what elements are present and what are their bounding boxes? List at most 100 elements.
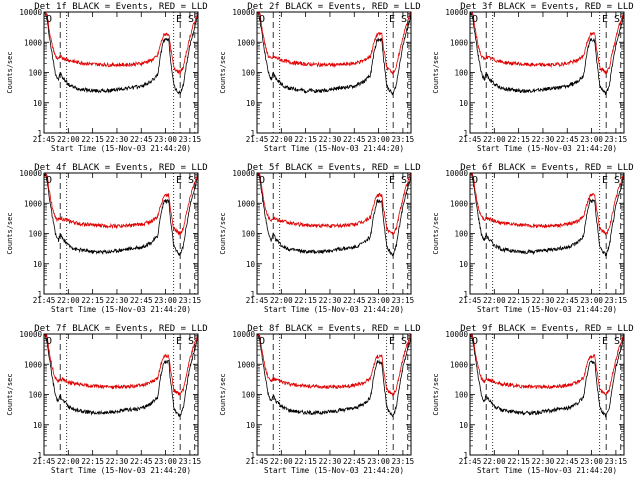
y-tick-label: 1 xyxy=(463,290,468,299)
series-lld xyxy=(257,12,411,75)
x-tick-label: 21:45 xyxy=(459,457,482,466)
x-tick-label: 21:45 xyxy=(33,296,56,305)
y-tick-label: 1 xyxy=(37,129,42,138)
y-tick-label: 1 xyxy=(37,290,42,299)
y-tick-label: 1000 xyxy=(24,38,43,47)
x-tick-label: 23:15 xyxy=(179,135,202,144)
y-tick-label: 1000 xyxy=(450,199,469,208)
x-tick-label: 21:45 xyxy=(459,135,482,144)
x-tick-label: 21:45 xyxy=(246,135,269,144)
y-tick-label: 1000 xyxy=(450,360,469,369)
x-tick-label: 21:45 xyxy=(459,296,482,305)
y-tick-label: 1000 xyxy=(450,38,469,47)
series-lld xyxy=(257,334,411,397)
corner-annotation-left: O xyxy=(259,14,265,25)
y-tick-label: 10 xyxy=(246,260,256,269)
panel-title: Det 6f BLACK = Events, RED = LLD xyxy=(460,163,633,173)
corner-annotation-right: E S xyxy=(602,336,620,347)
x-tick-label: 22:15 xyxy=(294,135,317,144)
corner-annotation-left: O xyxy=(472,14,478,25)
x-tick-label: 22:45 xyxy=(130,457,153,466)
y-axis-label: Counts/sec xyxy=(219,212,227,254)
x-tick-label: 22:00 xyxy=(57,135,80,144)
x-tick-label: 23:15 xyxy=(392,457,415,466)
x-tick-label: 22:45 xyxy=(130,296,153,305)
series-events xyxy=(44,173,198,256)
x-tick-label: 22:00 xyxy=(270,135,293,144)
y-tick-label: 10 xyxy=(33,421,43,430)
panel-title: Det 2f BLACK = Events, RED = LLD xyxy=(247,2,420,12)
series-lld xyxy=(44,334,198,396)
x-axis-label: Start Time (15-Nov-03 21:44:20) xyxy=(477,144,617,153)
x-axis-label: Start Time (15-Nov-03 21:44:20) xyxy=(51,144,191,153)
plot-frame xyxy=(256,333,412,456)
y-tick-label: 10000 xyxy=(232,330,255,339)
x-tick-label: 22:30 xyxy=(319,135,342,144)
corner-annotation-right: E S xyxy=(602,14,620,25)
x-tick-label: 22:30 xyxy=(106,296,129,305)
series-events xyxy=(470,12,624,96)
y-tick-label: 10000 xyxy=(445,8,468,17)
y-axis-label: Counts/sec xyxy=(432,51,440,93)
x-tick-label: 22:15 xyxy=(294,457,317,466)
corner-annotation-right: E S xyxy=(389,336,407,347)
panel-det-5: Det 5f BLACK = Events, RED = LLD Counts/s… xyxy=(219,163,421,314)
panel-det-6: Det 6f BLACK = Events, RED = LLD Counts/s… xyxy=(432,163,634,314)
y-tick-label: 1000 xyxy=(237,38,256,47)
series-lld xyxy=(257,173,411,236)
x-tick-label: 22:45 xyxy=(130,135,153,144)
panel-det-9: Det 9f BLACK = Events, RED = LLD Counts/s… xyxy=(432,324,634,475)
x-tick-label: 23:15 xyxy=(179,457,202,466)
x-axis-label: Start Time (15-Nov-03 21:44:20) xyxy=(51,466,191,475)
y-tick-label: 10 xyxy=(246,421,256,430)
series-events xyxy=(257,334,411,418)
x-tick-label: 22:15 xyxy=(507,296,530,305)
plot-frame xyxy=(469,333,625,456)
x-tick-label: 23:15 xyxy=(605,457,628,466)
x-tick-label: 22:15 xyxy=(81,135,104,144)
corner-annotation-left: O xyxy=(46,336,52,347)
x-tick-label: 22:00 xyxy=(57,296,80,305)
series-lld xyxy=(45,173,198,236)
y-axis-label: Counts/sec xyxy=(6,51,14,93)
y-tick-label: 100 xyxy=(28,230,42,239)
y-tick-label: 100 xyxy=(28,391,42,400)
x-axis-label: Start Time (15-Nov-03 21:44:20) xyxy=(264,466,404,475)
panel-det-8: Det 8f BLACK = Events, RED = LLD Counts/s… xyxy=(219,324,421,475)
x-tick-label: 23:15 xyxy=(605,296,628,305)
x-tick-label: 22:45 xyxy=(556,135,579,144)
y-axis-label: Counts/sec xyxy=(432,373,440,415)
x-tick-label: 22:15 xyxy=(507,457,530,466)
x-tick-label: 23:00 xyxy=(367,135,390,144)
y-tick-label: 100 xyxy=(454,230,468,239)
y-tick-label: 1000 xyxy=(237,360,256,369)
x-axis-label: Start Time (15-Nov-03 21:44:20) xyxy=(51,305,191,314)
corner-annotation-left: O xyxy=(46,14,52,25)
series-events xyxy=(470,173,624,257)
series-lld xyxy=(470,334,624,396)
plot-frame xyxy=(43,333,199,456)
x-axis-label: Start Time (15-Nov-03 21:44:20) xyxy=(264,305,404,314)
x-tick-label: 21:45 xyxy=(246,457,269,466)
panel-det-7: Det 7f BLACK = Events, RED = LLD Counts/s… xyxy=(6,324,208,475)
y-tick-label: 10000 xyxy=(19,8,42,17)
y-axis-label: Counts/sec xyxy=(6,373,14,415)
y-tick-label: 10 xyxy=(459,260,469,269)
x-tick-label: 22:45 xyxy=(343,457,366,466)
x-tick-label: 23:00 xyxy=(367,296,390,305)
y-tick-label: 1 xyxy=(250,451,255,460)
x-tick-label: 23:00 xyxy=(580,296,603,305)
x-axis-label: Start Time (15-Nov-03 21:44:20) xyxy=(264,144,404,153)
panel-title: Det 9f BLACK = Events, RED = LLD xyxy=(460,324,633,334)
x-tick-label: 22:30 xyxy=(106,135,129,144)
panel-det-1: Det 1f BLACK = Events, RED = LLD Counts/s… xyxy=(6,2,208,153)
x-tick-label: 22:00 xyxy=(57,457,80,466)
x-tick-label: 23:15 xyxy=(392,296,415,305)
series-lld xyxy=(44,12,198,76)
x-tick-label: 22:15 xyxy=(507,135,530,144)
corner-annotation-left: O xyxy=(46,175,52,186)
y-tick-label: 10 xyxy=(459,421,469,430)
plot-frame xyxy=(469,11,625,134)
x-tick-label: 22:30 xyxy=(319,457,342,466)
